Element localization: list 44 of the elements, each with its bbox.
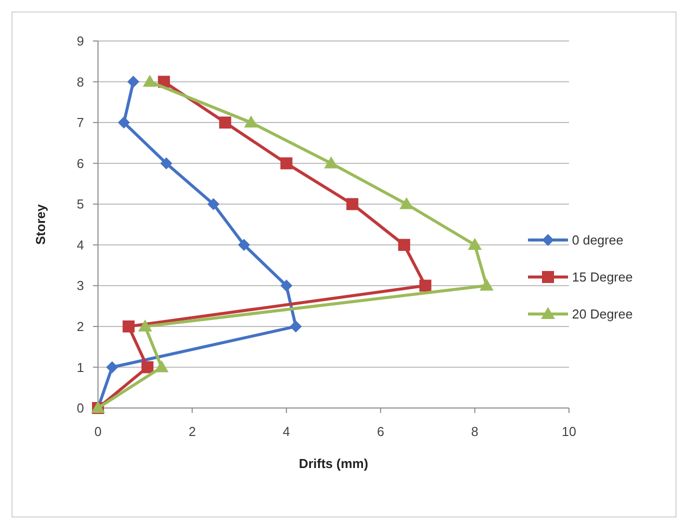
x-tick-label: 10	[562, 424, 576, 439]
x-tick-label: 6	[376, 424, 384, 439]
point	[290, 320, 302, 332]
point	[400, 197, 414, 210]
legend-label: 0 degree	[572, 232, 624, 248]
x-tick-label: 2	[188, 424, 196, 439]
point	[419, 280, 432, 292]
legend-label: 15 Degree	[572, 270, 633, 285]
point	[244, 116, 258, 128]
point	[207, 198, 220, 210]
point	[142, 74, 157, 87]
y-tick-label: 9	[76, 34, 84, 49]
point	[398, 238, 410, 251]
point	[154, 360, 169, 372]
y-tick-label: 5	[76, 196, 84, 212]
x-tick-label: 4	[282, 424, 290, 439]
y-tick-label: 8	[76, 74, 84, 90]
y-tick-label: 1	[76, 360, 84, 375]
y-tick-label: 0	[76, 400, 84, 416]
point	[118, 116, 130, 129]
y-tick-label: 6	[76, 156, 84, 171]
y-tick-label: 2	[76, 318, 84, 334]
point	[160, 157, 172, 170]
y-axis-title: Storey	[33, 204, 48, 245]
point	[280, 280, 292, 292]
y-tick-label: 4	[76, 237, 84, 252]
point	[141, 361, 154, 374]
point	[127, 76, 140, 88]
point	[480, 278, 494, 291]
point	[280, 157, 292, 170]
point	[324, 156, 338, 168]
x-tick-label: 0	[94, 424, 102, 439]
x-axis-title: Drifts (mm)	[298, 456, 368, 471]
y-tick-label: 3	[76, 278, 84, 294]
point	[346, 198, 358, 210]
point	[106, 361, 118, 374]
y-tick-label: 7	[76, 115, 84, 130]
legend-label: 20 Degree	[572, 306, 633, 322]
point	[138, 319, 152, 332]
point	[219, 116, 232, 129]
x-tick-label: 8	[471, 424, 478, 439]
point	[238, 238, 250, 251]
point	[122, 320, 135, 332]
point	[468, 238, 482, 250]
